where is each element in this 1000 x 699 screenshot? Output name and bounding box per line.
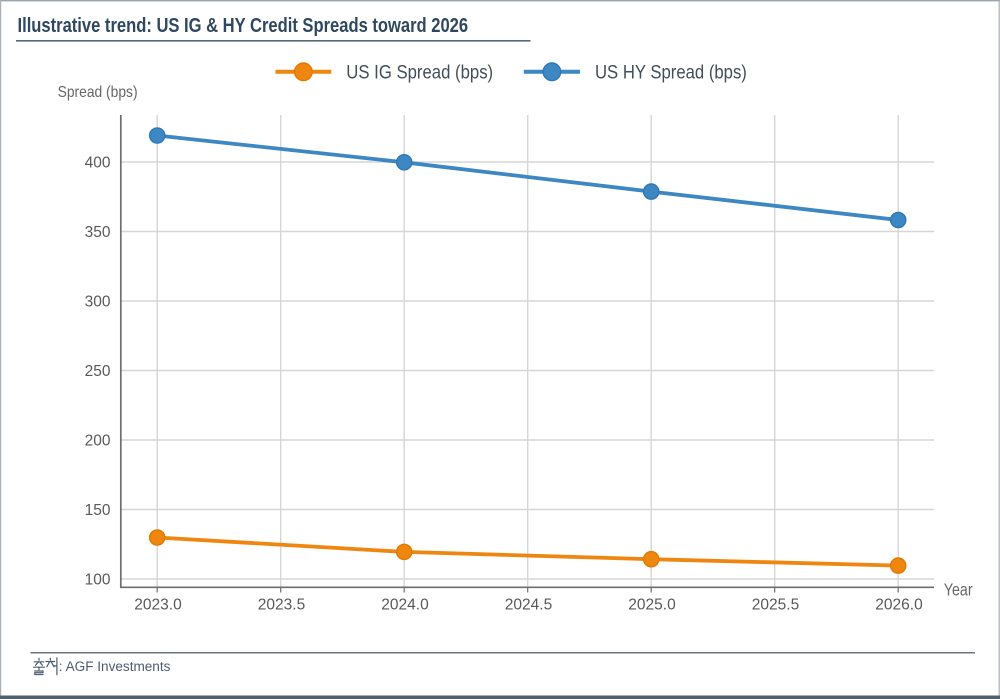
svg-text:2023.0: 2023.0 xyxy=(134,597,182,614)
svg-text:150: 150 xyxy=(85,502,111,519)
svg-text:Spread (bps): Spread (bps) xyxy=(58,84,138,101)
svg-text:US IG Spread (bps): US IG Spread (bps) xyxy=(346,61,493,82)
svg-text:2025.5: 2025.5 xyxy=(752,597,799,614)
svg-text:US HY Spread (bps): US HY Spread (bps) xyxy=(595,61,747,82)
svg-text:250: 250 xyxy=(85,363,111,380)
svg-text:2023.5: 2023.5 xyxy=(258,597,305,614)
svg-text:2024.5: 2024.5 xyxy=(505,597,552,614)
svg-text:2025.0: 2025.0 xyxy=(628,597,676,614)
svg-text:Year: Year xyxy=(944,581,973,600)
svg-text:300: 300 xyxy=(85,293,111,310)
svg-text:100: 100 xyxy=(85,571,111,588)
svg-text:350: 350 xyxy=(85,224,111,241)
svg-text:2026.0: 2026.0 xyxy=(875,597,923,614)
svg-text:400: 400 xyxy=(85,154,111,171)
svg-text:: AGF Investments: : AGF Investments xyxy=(59,659,171,674)
svg-text:2024.0: 2024.0 xyxy=(381,597,429,614)
svg-text:200: 200 xyxy=(85,432,111,449)
svg-text:Illustrative trend: US IG & HY: Illustrative trend: US IG & HY Credit Sp… xyxy=(18,13,469,36)
